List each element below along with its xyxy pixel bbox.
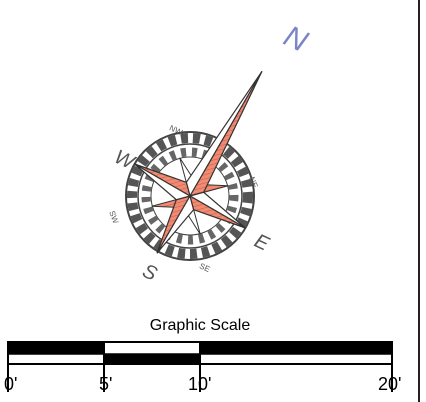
scale-segment-2-bottom (104, 354, 200, 364)
frame-right-border (418, 0, 420, 402)
scale-segment-1-bottom (7, 353, 105, 365)
scale-segment-3-bottom (199, 353, 393, 365)
south-label: S (139, 260, 161, 286)
scale-label-10: 10' (188, 374, 212, 394)
compass-star (134, 70, 263, 254)
southeast-label: SE (198, 261, 211, 274)
east-label: E (251, 230, 273, 256)
scale-segment-1-top (8, 342, 104, 354)
scale-segment-3-top (200, 342, 392, 354)
scale-label-5: 5' (99, 374, 113, 394)
graphic-scale-bar (7, 341, 393, 392)
northeast-label: NE (247, 176, 259, 190)
star-point-west-bottom (134, 163, 192, 201)
north-label: N (279, 19, 313, 58)
compass-ring (125, 131, 255, 261)
star-point-east-bottom (189, 194, 246, 229)
southwest-label: SW (107, 210, 120, 226)
scale-label-0: 0' (4, 374, 18, 394)
scale-label-20: 20' (378, 374, 402, 394)
scale-segment-2-top (103, 341, 201, 355)
graphic-scale-title: Graphic Scale (149, 317, 251, 334)
